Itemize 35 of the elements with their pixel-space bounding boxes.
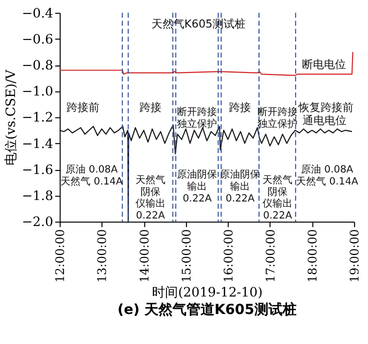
y-tick-label: −0.8 [22,58,54,74]
x-tick-label: 12:00:00 [53,229,68,283]
x-tick-label: 18:00:00 [305,229,320,283]
annotation: 天然气K605测试桩 [151,18,246,31]
annotation: 跨接 [229,101,252,114]
annotation: 恢复跨接前 [297,101,354,114]
y-tick-label: −1.4 [22,136,54,152]
y-tick-label: −0.6 [22,32,54,48]
x-tick-label: 13:00:00 [95,229,110,283]
y-tick-label: −0.4 [22,6,54,22]
line-series [59,51,354,76]
y-tick-label: −1.2 [22,110,54,126]
y-tick-label: −1.6 [22,162,54,178]
x-tick-label: 14:00:00 [137,229,152,283]
annotation: 原油 0.08A天然气 0.14A [296,163,358,188]
annotation: 断开跨接独立保护 [177,106,218,130]
text: (e) 天然气管道K605测试桩 [117,301,296,318]
y-tick-label: −2.0 [22,215,54,230]
x-tick-label: 15:00:00 [179,229,194,283]
x-tick-label: 19:00:00 [348,229,362,283]
annotation: 跨接前 [66,101,100,114]
annotation: 天然气阴保仪输出0.22A [262,174,293,222]
y-axis-title: 电位(vs.CSE)/V [4,69,19,166]
x-axis-title: 时间(2019-12-10) [152,286,263,301]
annotation: 断开跨接独立保护 [258,106,298,130]
annotation: 天然气阴保仪输出0.22A [136,174,166,222]
y-tick-label: −1.0 [22,84,54,100]
annotation: 断电电位 [302,58,346,71]
x-tick-label: 17:00:00 [263,229,278,283]
annotation: 原油阴保输出0.22A [177,168,218,205]
y-tick-label: −1.8 [22,189,54,204]
annotation: 通电电位 [302,114,347,128]
x-tick-label: 16:00:00 [221,229,236,283]
annotation: 原油阴保输出0.22A [220,168,260,205]
annotation: 跨接 [140,101,162,114]
